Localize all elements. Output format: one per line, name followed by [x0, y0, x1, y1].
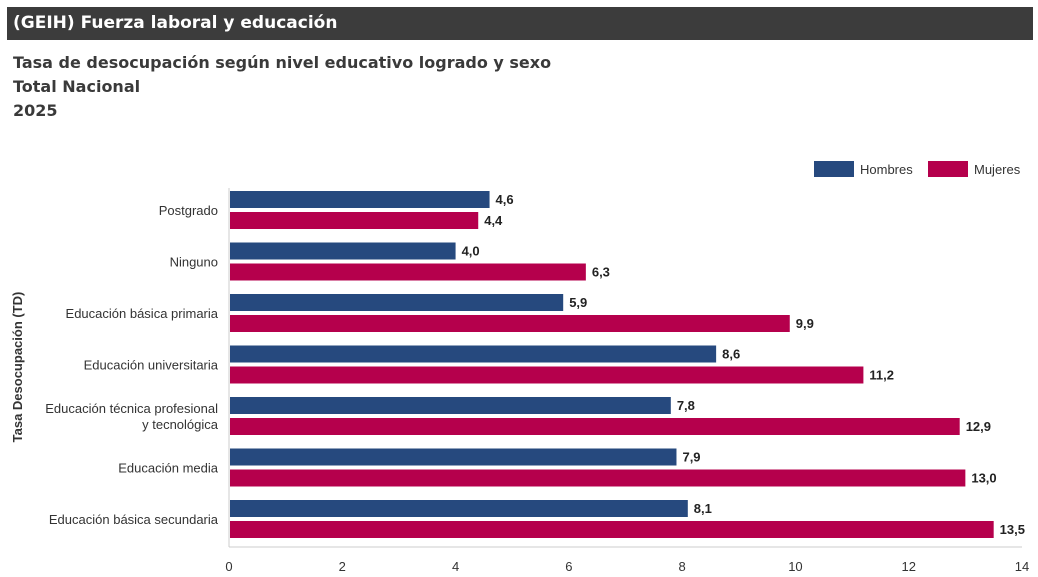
- data-label: 11,2: [869, 368, 894, 383]
- data-label: 13,5: [1000, 522, 1025, 537]
- bar-hombres: [230, 500, 688, 517]
- x-tick-label: 2: [339, 559, 346, 574]
- category-label: Educación básica secundaria: [49, 512, 219, 527]
- data-label: 6,3: [592, 265, 610, 280]
- chart-title: Tasa de desocupación según nivel educati…: [13, 53, 552, 72]
- x-tick-label: 14: [1015, 559, 1029, 574]
- legend-swatch-mujeres: [928, 161, 968, 177]
- bar-hombres: [230, 191, 490, 208]
- y-axis-title: Tasa Desocupación (TD): [10, 292, 25, 443]
- data-label: 5,9: [569, 295, 587, 310]
- chart-year: 2025: [13, 101, 58, 120]
- page-title: (GEIH) Fuerza laboral y educación: [13, 13, 338, 33]
- legend-label-hombres: Hombres: [860, 162, 913, 177]
- bar-mujeres: [230, 418, 960, 435]
- bar-mujeres: [230, 366, 864, 384]
- bar-hombres: [230, 345, 717, 363]
- data-label: 8,6: [722, 347, 740, 362]
- bar-mujeres: [230, 469, 966, 487]
- x-tick-label: 10: [788, 559, 802, 574]
- x-tick-label: 0: [225, 559, 232, 574]
- category-label: y tecnológica: [142, 417, 219, 432]
- data-label: 13,0: [971, 471, 996, 486]
- x-tick-label: 12: [901, 559, 915, 574]
- bar-mujeres: [230, 263, 586, 281]
- bar-hombres: [230, 448, 677, 466]
- category-label: Educación básica primaria: [66, 306, 219, 321]
- x-tick-label: 4: [452, 559, 459, 574]
- bar-mujeres: [230, 315, 790, 332]
- category-label: Educación universitaria: [84, 358, 219, 373]
- category-label: Postgrado: [159, 203, 218, 218]
- data-label: 7,9: [682, 450, 700, 465]
- category-label: Educación media: [118, 461, 218, 476]
- x-tick-label: 6: [565, 559, 572, 574]
- bar-hombres: [230, 294, 564, 311]
- chart-scope: Total Nacional: [13, 77, 141, 96]
- bar-mujeres: [230, 212, 479, 229]
- data-label: 7,8: [677, 398, 695, 413]
- bar-hombres: [230, 397, 671, 414]
- category-label: Ninguno: [170, 255, 218, 270]
- category-label: Educación técnica profesional: [45, 401, 218, 416]
- data-label: 9,9: [796, 316, 814, 331]
- header-bar: (GEIH) Fuerza laboral y educación: [7, 7, 1033, 40]
- bar-mujeres: [230, 521, 994, 538]
- data-label: 12,9: [966, 419, 991, 434]
- data-label: 4,0: [462, 244, 480, 259]
- data-label: 8,1: [694, 501, 712, 516]
- data-label: 4,6: [496, 192, 514, 207]
- data-label: 4,4: [484, 213, 503, 228]
- bar-hombres: [230, 242, 456, 260]
- x-tick-label: 8: [679, 559, 686, 574]
- legend-label-mujeres: Mujeres: [974, 162, 1021, 177]
- legend-swatch-hombres: [814, 161, 854, 177]
- chart-subtitle-block: Tasa de desocupación según nivel educati…: [13, 51, 551, 123]
